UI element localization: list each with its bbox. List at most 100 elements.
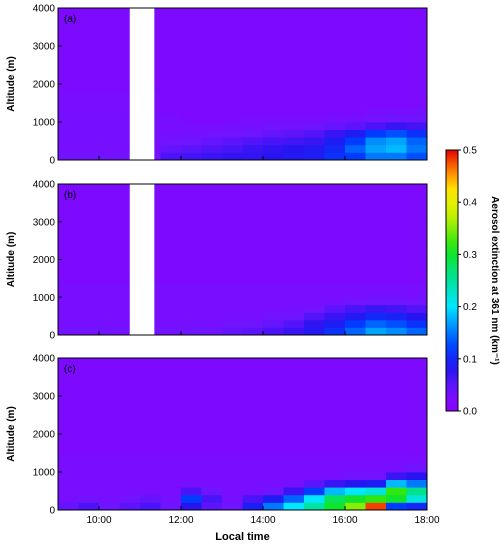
heatmap-cell (160, 472, 182, 480)
heatmap-cell (304, 502, 325, 511)
heatmap-cell (222, 449, 243, 458)
y-tick-label: 3000 (33, 392, 56, 403)
heatmap-cell (78, 289, 100, 298)
x-tick-label: 14:00 (250, 515, 275, 526)
heatmap-cell (99, 304, 120, 313)
heatmap-cell (406, 297, 428, 306)
heatmap-cell (160, 487, 182, 496)
heatmap-cell (345, 434, 366, 442)
heatmap-cell (160, 137, 182, 146)
heatmap-panel: (c) 0 1000 2000 3000 4000 10:00 12:00 14:00 16:00… (6, 354, 440, 527)
heatmap-cell (345, 259, 366, 268)
heatmap-cell (160, 106, 182, 115)
heatmap-cell (386, 456, 407, 465)
heatmap-cell (365, 312, 387, 321)
heatmap-cell (181, 282, 202, 291)
heatmap-cell (365, 464, 387, 473)
x-axis-label: Local time (215, 531, 269, 543)
heatmap-cell (406, 91, 428, 100)
heatmap-cell (406, 441, 428, 450)
heatmap-panel: (a) 0 1000 2000 3000 4000 Altitude (m) (6, 4, 428, 167)
heatmap-cell (78, 114, 100, 123)
heatmap-cell (345, 297, 366, 306)
heatmap-cell (406, 129, 428, 138)
heatmap-cell (386, 312, 407, 321)
heatmap-cell (263, 152, 284, 161)
heatmap-cell (283, 84, 305, 92)
heatmap-cell (58, 487, 79, 496)
heatmap-cell (99, 441, 120, 450)
heatmap-cell (283, 312, 305, 321)
heatmap-cell (201, 289, 223, 298)
heatmap-cell (201, 129, 223, 138)
heatmap-cell (406, 434, 428, 442)
heatmap-cell (324, 99, 346, 108)
heatmap-cell (386, 84, 407, 92)
heatmap-cell (160, 494, 182, 503)
y-tick-label: 2000 (33, 80, 56, 91)
y-tick-label: 2000 (33, 430, 56, 441)
heatmap-cell (263, 114, 284, 123)
heatmap-cell (406, 456, 428, 465)
heatmap-cell (119, 464, 141, 473)
heatmap-cell (324, 472, 346, 480)
heatmap-cell (58, 144, 79, 153)
heatmap-cell (283, 327, 305, 336)
heatmap-cell (283, 464, 305, 473)
heatmap-cell (160, 84, 182, 92)
colorbar-tick-label: 0.4 (463, 198, 477, 209)
heatmap-cell (99, 259, 120, 268)
heatmap-cell (283, 137, 305, 146)
heatmap-cell (201, 144, 223, 153)
heatmap-cell (324, 122, 346, 130)
heatmap-cell (181, 472, 202, 480)
heatmap-cell (406, 312, 428, 321)
heatmap-cell (406, 137, 428, 146)
heatmap-cell (242, 289, 264, 298)
colorbar-tick-label: 0.3 (463, 250, 477, 261)
heatmap-cell (263, 144, 284, 153)
heatmap-cell (99, 137, 120, 146)
heatmap-cell (324, 259, 346, 268)
heatmap-cell (201, 274, 223, 283)
heatmap-cell (406, 267, 428, 275)
heatmap-cell (345, 494, 366, 503)
heatmap-cell (304, 114, 325, 123)
heatmap-cell (222, 479, 243, 488)
heatmap-cell (58, 327, 79, 336)
heatmap-cell (324, 129, 346, 138)
heatmap-cell (324, 274, 346, 283)
heatmap-cell (406, 502, 428, 511)
heatmap-cell (406, 449, 428, 458)
heatmap-cell (119, 449, 141, 458)
heatmap-cell (365, 441, 387, 450)
heatmap-cell (181, 434, 202, 442)
heatmap-cell (304, 106, 325, 115)
heatmap-cell (201, 312, 223, 321)
heatmap-cell (58, 152, 79, 161)
heatmap-cell (304, 456, 325, 465)
heatmap-cell (283, 282, 305, 291)
y-axis-label: Altitude (m) (6, 232, 17, 288)
heatmap-cell (99, 472, 120, 480)
y-tick-label: 1000 (33, 118, 56, 129)
heatmap-cell (201, 441, 223, 450)
heatmap-cell (160, 297, 182, 306)
data-gap (129, 8, 155, 160)
heatmap-cell (160, 502, 182, 511)
heatmap-cell (406, 487, 428, 496)
heatmap-cell (283, 259, 305, 268)
heatmap-cell (324, 282, 346, 291)
heatmap-cell (242, 464, 264, 473)
heatmap-cell (78, 91, 100, 100)
heatmap-cell (58, 304, 79, 313)
heatmap-cell (345, 441, 366, 450)
heatmap-cell (181, 327, 202, 336)
heatmap-cell (222, 434, 243, 442)
heatmap-cell (222, 122, 243, 130)
heatmap-cell (242, 84, 264, 92)
heatmap-cell (406, 152, 428, 161)
x-tick-label: 12:00 (168, 515, 193, 526)
heatmap-cell (160, 267, 182, 275)
heatmap-cell (386, 267, 407, 275)
